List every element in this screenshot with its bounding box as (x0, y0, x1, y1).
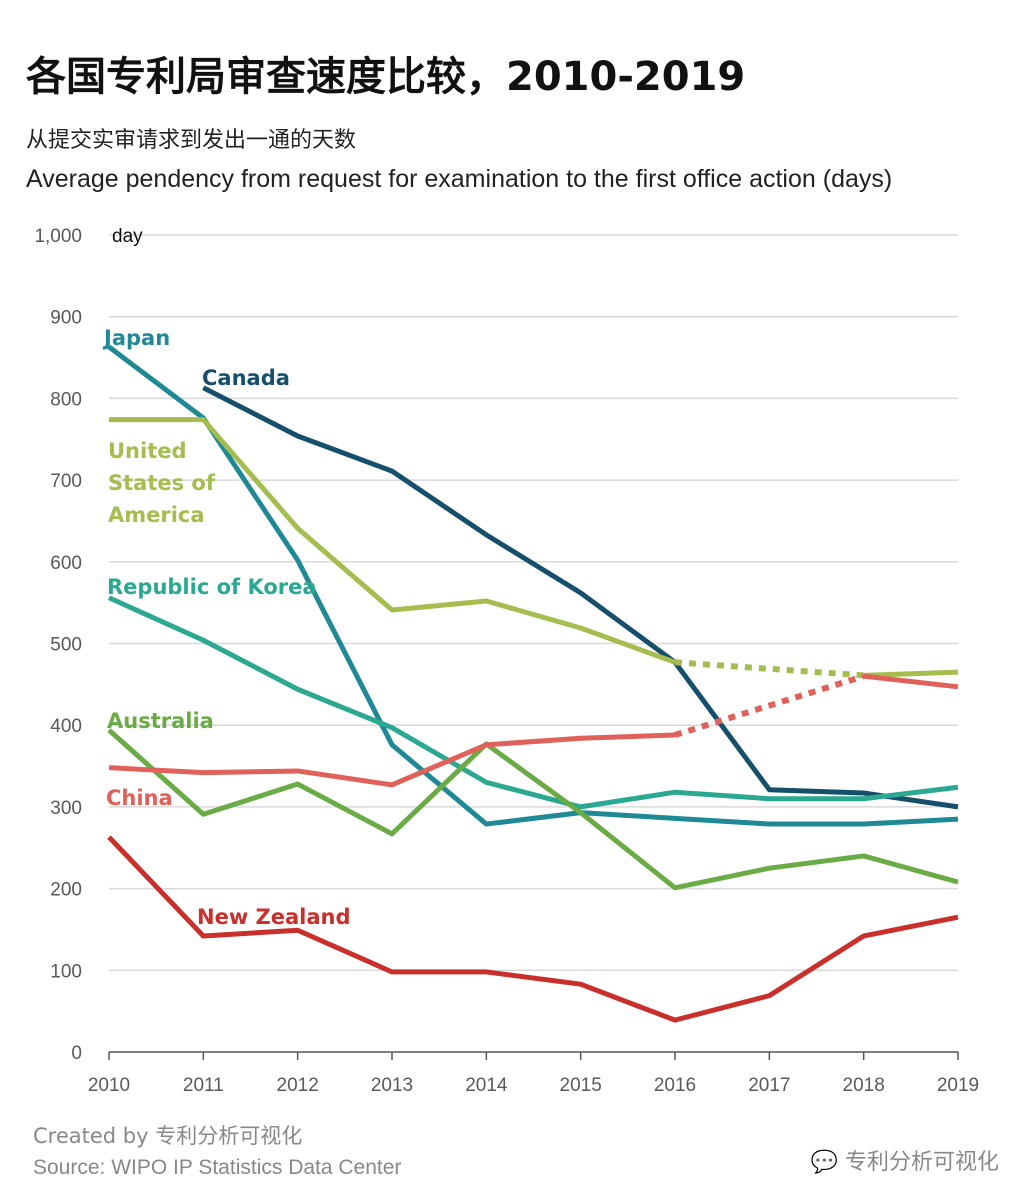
y-tick-label: 1,000 (34, 226, 82, 247)
x-tick-label: 2012 (277, 1075, 319, 1096)
series-label: Canada (202, 366, 290, 390)
y-tick-label: 700 (50, 471, 82, 492)
series-gap-dotted (674, 659, 864, 679)
x-tick-label: 2018 (843, 1075, 885, 1096)
x-tick-label: 2019 (937, 1075, 979, 1096)
page-title: 各国专利局审查速度比较，2010-2019 (26, 54, 746, 100)
series-line-australia (107, 728, 959, 891)
x-tick-label: 2015 (560, 1075, 602, 1096)
source-text: Source: WIPO IP Statistics Data Center (33, 1156, 402, 1179)
y-tick-label: 300 (50, 798, 82, 819)
y-tick-label: 800 (50, 389, 82, 410)
x-tick-label: 2017 (748, 1075, 790, 1096)
subtitle-english: Average pendency from request for examin… (26, 165, 893, 193)
watermark: 💬 专利分析可视化 (811, 1144, 999, 1176)
series-label: Republic of Korea (107, 575, 317, 599)
series-label: Australia (107, 709, 214, 733)
series-line-united-states-of-america (109, 417, 676, 665)
series-gap-dotted (674, 673, 865, 738)
y-tick-label: 200 (50, 880, 82, 901)
y-axis-unit-label: day (112, 226, 143, 247)
y-tick-label: 400 (50, 716, 82, 737)
x-tick-label: 2011 (183, 1075, 224, 1096)
series-line-china (863, 673, 959, 690)
series-label: United (108, 439, 187, 463)
series-label: America (108, 503, 205, 527)
series-line-japan (107, 344, 959, 827)
y-tick-label: 500 (50, 635, 82, 656)
x-tick-label: 2016 (654, 1075, 696, 1096)
series-line-new-zealand (107, 835, 959, 1023)
series-line-united-states-of-america (863, 669, 959, 678)
subtitle-chinese: 从提交实审请求到发出一通的天数 (26, 128, 357, 153)
watermark-text: 专利分析可视化 (844, 1150, 999, 1175)
y-tick-label: 900 (50, 308, 82, 329)
x-tick-label: 2013 (371, 1075, 413, 1096)
series-label: New Zealand (197, 905, 351, 929)
y-tick-label: 600 (50, 553, 82, 574)
series-label: China (106, 786, 173, 810)
x-tick-label: 2014 (465, 1075, 508, 1096)
y-tick-label: 100 (50, 961, 82, 982)
credit-text: Created by 专利分析可视化 (33, 1124, 303, 1148)
x-tick-label: 2010 (88, 1075, 130, 1096)
y-tick-label: 0 (71, 1043, 82, 1064)
series-label: Japan (102, 326, 170, 350)
series-line-republic-of-korea (107, 595, 959, 810)
series-label: States of (108, 471, 216, 495)
wechat-icon: 💬 (810, 1150, 838, 1175)
